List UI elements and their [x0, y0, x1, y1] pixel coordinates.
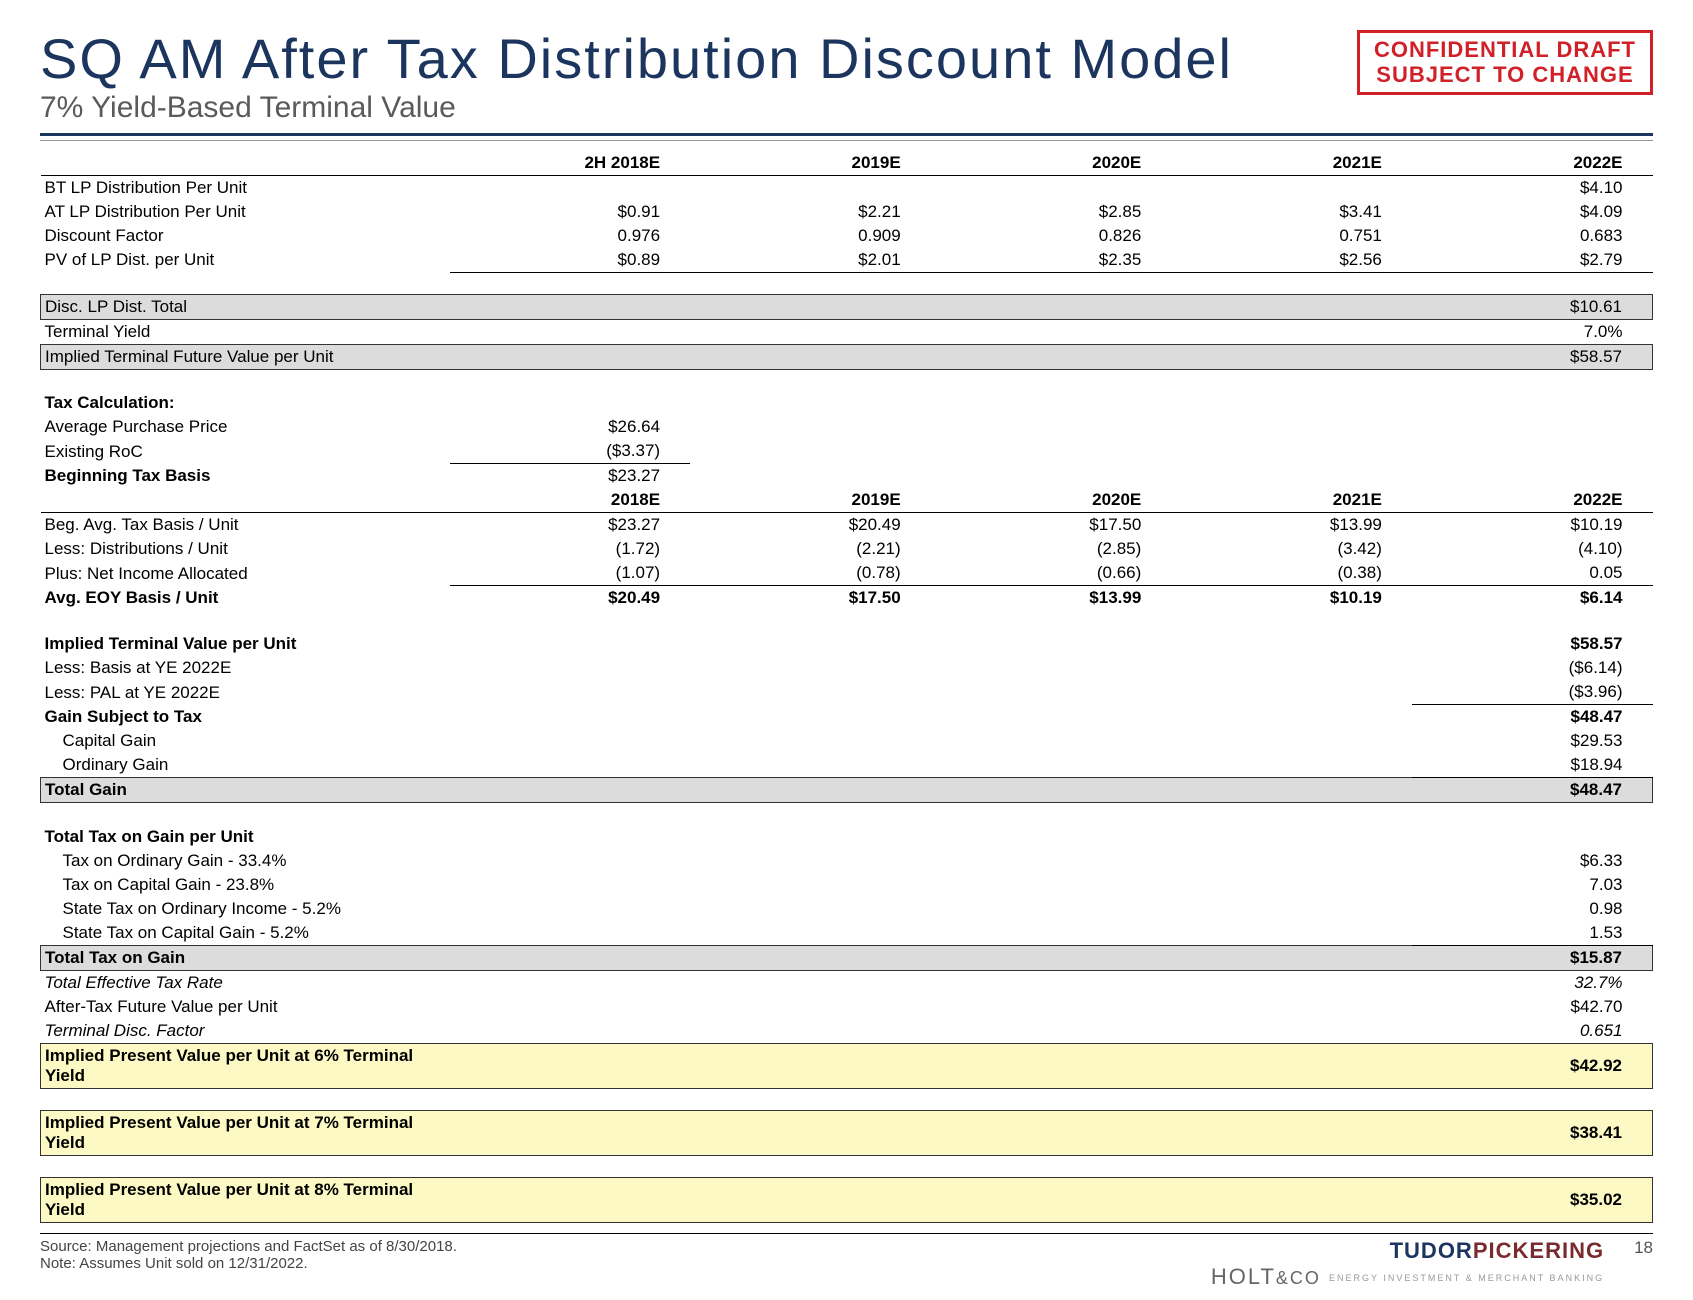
- footer-note: Note: Assumes Unit sold on 12/31/2022.: [40, 1255, 457, 1272]
- row-ord-gain: Ordinary Gain$18.94: [41, 753, 1653, 778]
- slide-header: SQ AM After Tax Distribution Discount Mo…: [40, 30, 1653, 125]
- stamp-line1: CONFIDENTIAL DRAFT: [1374, 37, 1636, 62]
- row-exist-roc: Existing RoC($3.37): [41, 439, 1653, 464]
- row-pv-dist: PV of LP Dist. per Unit$0.89$2.01$2.35$2…: [41, 248, 1653, 273]
- financial-table: 2H 2018E 2019E 2020E 2021E 2022E BT LP D…: [40, 151, 1653, 1223]
- row-tot-tax-gain: Total Tax on Gain$15.87: [41, 945, 1653, 970]
- row-tax-ord: Tax on Ordinary Gain - 33.4%$6.33: [41, 849, 1653, 873]
- row-plus-net: Plus: Net Income Allocated(1.07)(0.78)(0…: [41, 561, 1653, 586]
- row-tot-eff-rate: Total Effective Tax Rate32.7%: [41, 970, 1653, 995]
- row-tax-cap: Tax on Capital Gain - 23.8%7.03: [41, 873, 1653, 897]
- row-pv-6: Implied Present Value per Unit at 6% Ter…: [41, 1043, 1653, 1088]
- row-avg-eoy: Avg. EOY Basis / Unit$20.49$17.50$13.99$…: [41, 586, 1653, 611]
- page-number: 18: [1634, 1238, 1653, 1258]
- row-pv-8: Implied Present Value per Unit at 8% Ter…: [41, 1177, 1653, 1222]
- slide-subtitle: 7% Yield-Based Terminal Value: [40, 91, 1653, 125]
- stamp-line2: SUBJECT TO CHANGE: [1374, 62, 1636, 87]
- row-less-dist: Less: Distributions / Unit(1.72)(2.21)(2…: [41, 537, 1653, 561]
- row-bt-dist: BT LP Distribution Per Unit$4.10: [41, 175, 1653, 200]
- row-beg-avg: Beg. Avg. Tax Basis / Unit$23.27$20.49$1…: [41, 513, 1653, 538]
- company-logo: TUDORPICKERING HOLT&CO ENERGY INVESTMENT…: [1211, 1238, 1604, 1290]
- row-pv-7: Implied Present Value per Unit at 7% Ter…: [41, 1110, 1653, 1155]
- confidential-stamp: CONFIDENTIAL DRAFT SUBJECT TO CHANGE: [1357, 30, 1653, 95]
- row-tax-calc-hdr: Tax Calculation:: [41, 391, 1653, 415]
- row-term-yield: Terminal Yield7.0%: [41, 319, 1653, 344]
- rule-thick: [40, 133, 1653, 136]
- row-tot-tax-hdr: Total Tax on Gain per Unit: [41, 825, 1653, 849]
- row-state-cap: State Tax on Capital Gain - 5.2%1.53: [41, 921, 1653, 946]
- row-beg-tax-basis: Beginning Tax Basis$23.27: [41, 464, 1653, 489]
- row-state-ord: State Tax on Ordinary Income - 5.2%0.98: [41, 897, 1653, 921]
- footer-source: Source: Management projections and FactS…: [40, 1238, 457, 1255]
- row-disc-total: Disc. LP Dist. Total$10.61: [41, 294, 1653, 319]
- row-cap-gain: Capital Gain$29.53: [41, 729, 1653, 753]
- row-at-fut-val: After-Tax Future Value per Unit$42.70: [41, 995, 1653, 1019]
- row-avg-price: Average Purchase Price$26.64: [41, 415, 1653, 439]
- row-at-dist: AT LP Distribution Per Unit$0.91$2.21$2.…: [41, 200, 1653, 224]
- rule-thin: [40, 140, 1653, 141]
- row-less-basis: Less: Basis at YE 2022E($6.14): [41, 656, 1653, 680]
- row-total-gain: Total Gain$48.47: [41, 778, 1653, 803]
- row-impl-term-val: Implied Terminal Value per Unit$58.57: [41, 632, 1653, 656]
- row-gain-subj: Gain Subject to Tax$48.47: [41, 705, 1653, 730]
- period-header-2: 2018E 2019E 2020E 2021E 2022E: [41, 488, 1653, 513]
- slide-footer: Source: Management projections and FactS…: [40, 1233, 1653, 1290]
- row-less-pal: Less: PAL at YE 2022E($3.96): [41, 680, 1653, 705]
- row-term-disc-f: Terminal Disc. Factor0.651: [41, 1019, 1653, 1044]
- row-disc-factor: Discount Factor0.9760.9090.8260.7510.683: [41, 224, 1653, 248]
- row-impl-term-fut: Implied Terminal Future Value per Unit$5…: [41, 344, 1653, 369]
- footer-notes: Source: Management projections and FactS…: [40, 1238, 457, 1272]
- period-header-1: 2H 2018E 2019E 2020E 2021E 2022E: [41, 151, 1653, 176]
